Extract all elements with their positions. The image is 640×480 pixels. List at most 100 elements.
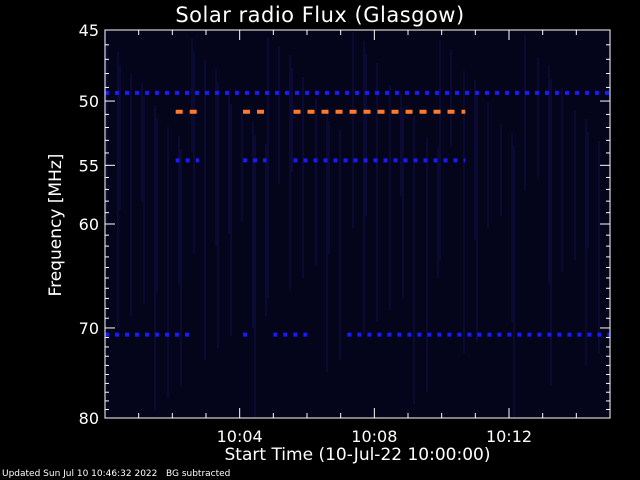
emission-mark-band0-seg0 [245, 90, 249, 95]
emission-mark-band1-seg2 [377, 109, 385, 114]
emission-mark-band3-seg3 [437, 332, 442, 337]
emission-mark-band3-seg0 [125, 332, 129, 337]
emission-mark-band3-seg3 [547, 332, 552, 337]
emission-mark-band0-seg0 [225, 90, 229, 95]
emission-mark-band2-seg2 [443, 158, 448, 163]
emission-mark-band0-seg0 [355, 90, 359, 95]
emission-mark-band2-seg2 [433, 158, 438, 163]
emission-mark-band0-seg0 [385, 90, 389, 95]
emission-mark-band3-seg0 [165, 332, 169, 337]
emission-mark-band0-seg0 [565, 90, 569, 95]
x-axis-label: Start Time (10-Jul-22 10:00:00) [224, 445, 491, 465]
emission-mark-band0-seg0 [525, 90, 529, 95]
emission-mark-band3-seg3 [477, 332, 482, 337]
emission-mark-band3-seg3 [397, 332, 402, 337]
emission-mark-band1-seg2 [321, 109, 329, 114]
emission-mark-band0-seg0 [285, 90, 289, 95]
emission-mark-band0-seg0 [405, 90, 409, 95]
y-tick-label: 60 [79, 215, 99, 234]
emission-mark-band1-seg2 [307, 109, 315, 114]
emission-mark-band1-seg0 [189, 109, 197, 114]
emission-mark-band0-seg0 [475, 90, 479, 95]
emission-mark-band3-seg0 [105, 332, 109, 337]
emission-mark-band3-seg0 [155, 332, 159, 337]
emission-mark-band0-seg0 [135, 90, 139, 95]
emission-mark-band3-seg3 [527, 332, 532, 337]
emission-mark-band3-seg0 [145, 332, 149, 337]
emission-mark-band0-seg0 [345, 90, 349, 95]
emission-mark-band0-seg0 [215, 90, 219, 95]
emission-mark-band3-seg2 [293, 332, 298, 337]
emission-mark-band1-seg2 [335, 109, 343, 114]
emission-mark-band0-seg0 [425, 90, 429, 95]
emission-mark-band1-seg2 [391, 109, 399, 114]
emission-mark-band2-seg2 [463, 158, 466, 163]
emission-mark-band0-seg0 [585, 90, 589, 95]
emission-mark-band3-seg3 [447, 332, 452, 337]
emission-mark-band1-seg1 [257, 109, 265, 114]
footer-mode: BG subtracted [165, 469, 231, 479]
emission-mark-band1-seg1 [243, 109, 251, 114]
emission-mark-band0-seg0 [145, 90, 149, 95]
emission-mark-band3-seg3 [357, 332, 362, 337]
y-axis-label: Frequency [MHz] [46, 153, 66, 297]
emission-mark-band2-seg2 [303, 158, 308, 163]
emission-mark-band3-seg2 [283, 332, 288, 337]
emission-mark-band3-seg0 [115, 332, 119, 337]
emission-mark-band3-seg0 [185, 332, 189, 337]
emission-mark-band2-seg2 [373, 158, 378, 163]
emission-mark-band0-seg0 [495, 90, 499, 95]
emission-mark-band3-seg3 [557, 332, 562, 337]
emission-mark-band2-seg2 [353, 158, 358, 163]
emission-mark-band3-seg3 [457, 332, 462, 337]
emission-mark-band0-seg0 [515, 90, 519, 95]
emission-mark-band2-seg2 [393, 158, 398, 163]
emission-mark-band1-seg2 [419, 109, 427, 114]
emission-mark-band1-seg2 [349, 109, 357, 114]
emission-mark-band3-seg3 [577, 332, 582, 337]
emission-mark-band1-seg2 [363, 109, 371, 114]
emission-mark-band3-seg0 [135, 332, 139, 337]
emission-mark-band1-seg2 [447, 109, 455, 114]
emission-mark-band0-seg0 [175, 90, 179, 95]
emission-mark-band2-seg0 [185, 158, 190, 163]
emission-mark-band0-seg0 [305, 90, 309, 95]
emission-mark-band2-seg2 [313, 158, 318, 163]
emission-mark-band0-seg0 [265, 90, 269, 95]
chart-title: Solar radio Flux (Glasgow) [175, 3, 465, 27]
emission-mark-band2-seg2 [343, 158, 348, 163]
emission-mark-band3-seg3 [377, 332, 382, 337]
emission-mark-band2-seg2 [403, 158, 408, 163]
emission-mark-band3-seg3 [467, 332, 472, 337]
emission-mark-band0-seg0 [205, 90, 209, 95]
emission-mark-band2-seg2 [293, 158, 298, 163]
emission-mark-band0-seg0 [535, 90, 539, 95]
emission-mark-band3-seg3 [517, 332, 522, 337]
emission-mark-band2-seg2 [413, 158, 418, 163]
emission-mark-band3-seg3 [407, 332, 412, 337]
emission-mark-band2-seg2 [383, 158, 388, 163]
x-tick-label: 10:12 [486, 427, 532, 446]
emission-mark-band1-seg2 [461, 109, 466, 114]
emission-mark-band3-seg1 [243, 332, 248, 337]
y-tick-label: 55 [79, 156, 99, 175]
emission-mark-band3-seg3 [607, 332, 610, 337]
emission-mark-band3-seg3 [597, 332, 602, 337]
emission-mark-band3-seg3 [387, 332, 392, 337]
emission-mark-band0-seg0 [295, 90, 299, 95]
emission-mark-band0-seg0 [325, 90, 329, 95]
y-tick-label: 50 [79, 92, 99, 111]
emission-mark-band3-seg2 [303, 332, 307, 337]
y-tick-label: 70 [79, 319, 99, 338]
emission-mark-band0-seg0 [375, 90, 379, 95]
emission-mark-band3-seg3 [427, 332, 432, 337]
emission-mark-band0-seg0 [115, 90, 119, 95]
emission-mark-band0-seg0 [125, 90, 129, 95]
emission-mark-band0-seg0 [185, 90, 189, 95]
emission-mark-band0-seg0 [315, 90, 319, 95]
emission-mark-band3-seg3 [417, 332, 422, 337]
emission-mark-band0-seg0 [435, 90, 439, 95]
emission-mark-band0-seg0 [395, 90, 399, 95]
emission-mark-band2-seg0 [195, 158, 200, 163]
